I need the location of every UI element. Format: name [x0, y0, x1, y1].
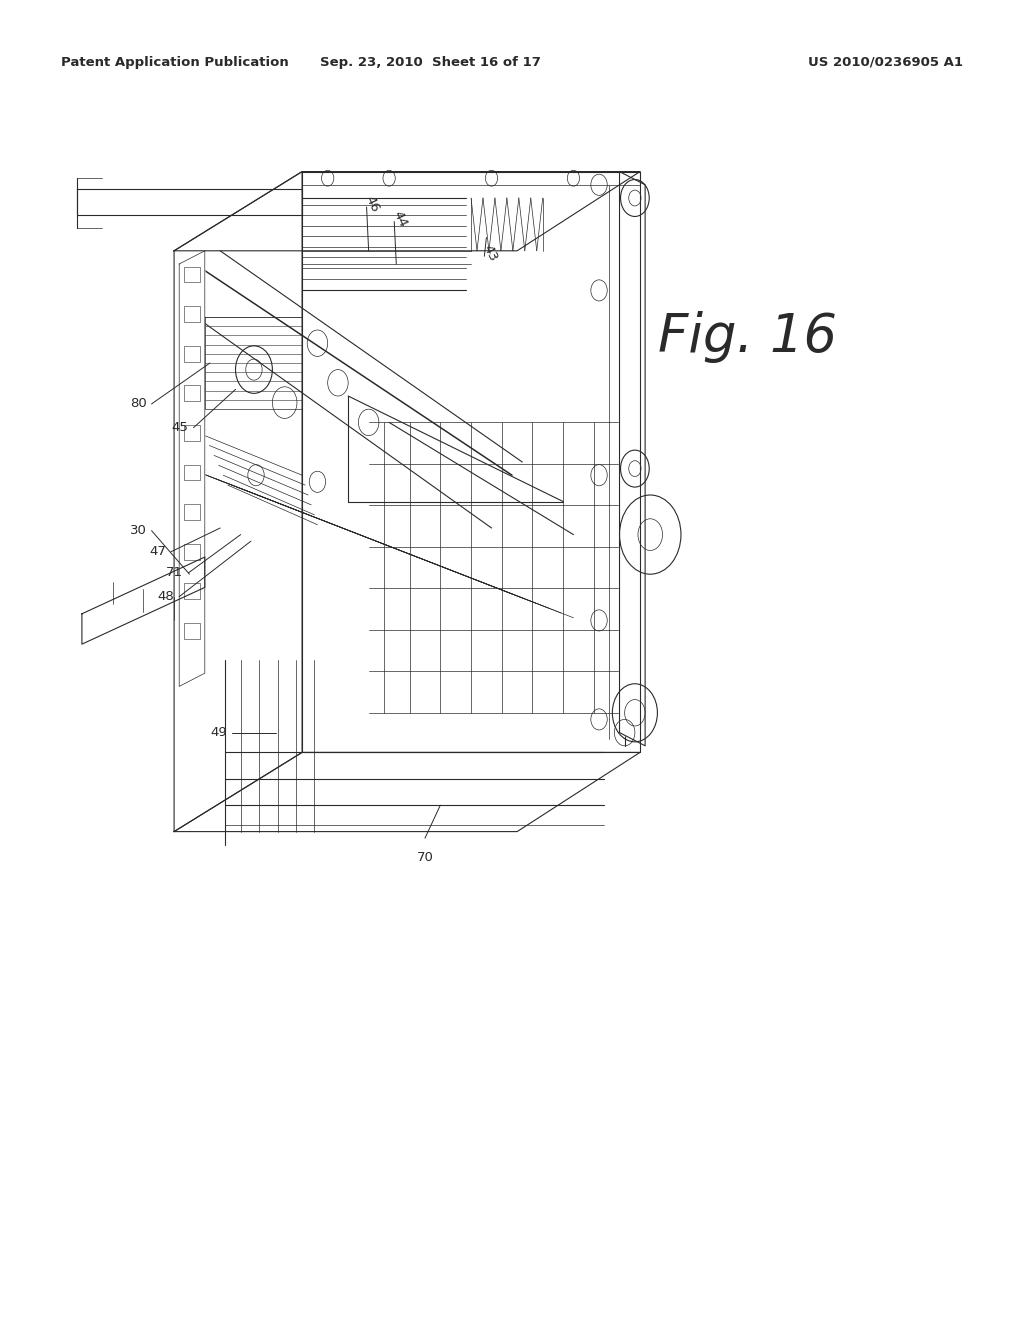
Text: 46: 46: [364, 194, 382, 215]
Text: 71: 71: [166, 566, 183, 579]
Polygon shape: [620, 172, 645, 746]
Text: 80: 80: [130, 397, 146, 411]
Text: 47: 47: [150, 545, 166, 558]
Text: 45: 45: [172, 421, 188, 434]
Text: US 2010/0236905 A1: US 2010/0236905 A1: [808, 55, 963, 69]
Polygon shape: [174, 172, 302, 832]
Text: 48: 48: [158, 590, 174, 603]
Text: 49: 49: [211, 726, 227, 739]
Polygon shape: [82, 557, 205, 644]
Text: Sep. 23, 2010  Sheet 16 of 17: Sep. 23, 2010 Sheet 16 of 17: [319, 55, 541, 69]
Bar: [184, 346, 200, 362]
Bar: [184, 385, 200, 401]
Polygon shape: [174, 752, 640, 832]
Polygon shape: [205, 317, 302, 409]
Polygon shape: [179, 251, 205, 686]
Bar: [184, 465, 200, 480]
Polygon shape: [77, 189, 302, 215]
Bar: [184, 306, 200, 322]
Bar: [184, 267, 200, 282]
Text: 43: 43: [481, 243, 500, 264]
Text: Fig. 16: Fig. 16: [658, 310, 837, 363]
Bar: [184, 583, 200, 599]
Polygon shape: [174, 172, 640, 251]
Text: 70: 70: [417, 851, 433, 865]
Text: Patent Application Publication: Patent Application Publication: [61, 55, 289, 69]
Polygon shape: [302, 172, 640, 752]
Text: 30: 30: [130, 524, 146, 537]
Bar: [184, 425, 200, 441]
Bar: [184, 623, 200, 639]
Bar: [184, 504, 200, 520]
Text: 44: 44: [391, 209, 410, 230]
Bar: [184, 544, 200, 560]
